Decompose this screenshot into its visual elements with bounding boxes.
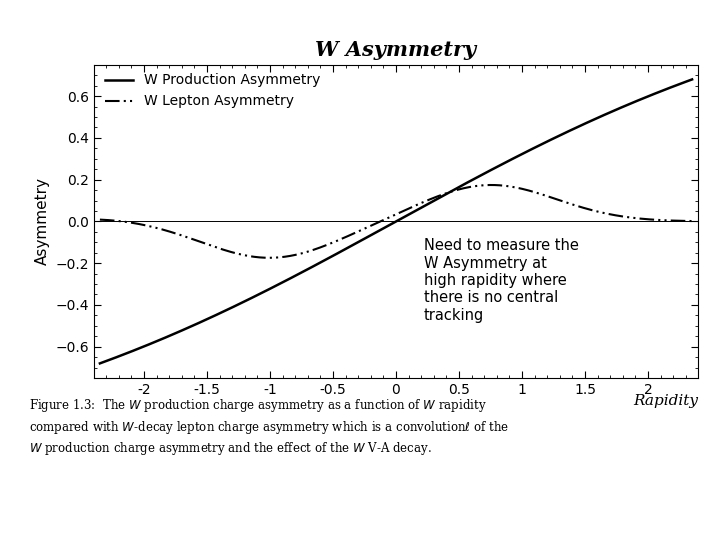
W Production Asymmetry: [670, 83, 679, 89]
W Production Asymmetry: [670, 83, 679, 89]
W Lepton Asymmetry: [671, 218, 680, 224]
W Lepton Asymmetry: [384, 214, 392, 221]
W Lepton Asymmetry: [96, 217, 104, 223]
Text: Need to measure the
W Asymmetry at
high rapidity where
there is no central
track: Need to measure the W Asymmetry at high …: [423, 238, 579, 323]
Title: W Asymmetry: W Asymmetry: [315, 40, 477, 60]
Legend: W Production Asymmetry, W Lepton Asymmetry: W Production Asymmetry, W Lepton Asymmet…: [99, 68, 326, 114]
W Lepton Asymmetry: [671, 218, 680, 224]
W Lepton Asymmetry: [688, 218, 696, 224]
W Lepton Asymmetry: [487, 182, 495, 188]
W Production Asymmetry: [368, 231, 377, 238]
W Lepton Asymmetry: [562, 199, 571, 206]
W Production Asymmetry: [688, 76, 696, 83]
Text: Figure 1.3:  The $W$ production charge asymmetry as a function of $W$ rapidity: Figure 1.3: The $W$ production charge as…: [29, 397, 487, 414]
W Production Asymmetry: [126, 349, 135, 355]
W Production Asymmetry: [96, 360, 104, 367]
Line: W Lepton Asymmetry: W Lepton Asymmetry: [100, 185, 692, 258]
Text: Rapidity: Rapidity: [634, 394, 698, 408]
W Production Asymmetry: [384, 222, 392, 229]
Text: $W$ production charge asymmetry and the effect of the $W$ V-A decay.: $W$ production charge asymmetry and the …: [29, 440, 431, 457]
W Production Asymmetry: [562, 129, 570, 136]
W Lepton Asymmetry: [265, 254, 274, 261]
Line: W Production Asymmetry: W Production Asymmetry: [100, 79, 692, 363]
Text: compared with $W$-decay lepton charge asymmetry which is a convolution$\ell$ of : compared with $W$-decay lepton charge as…: [29, 418, 509, 435]
Y-axis label: Asymmetry: Asymmetry: [35, 178, 50, 265]
W Lepton Asymmetry: [368, 222, 377, 228]
W Lepton Asymmetry: [126, 219, 135, 226]
